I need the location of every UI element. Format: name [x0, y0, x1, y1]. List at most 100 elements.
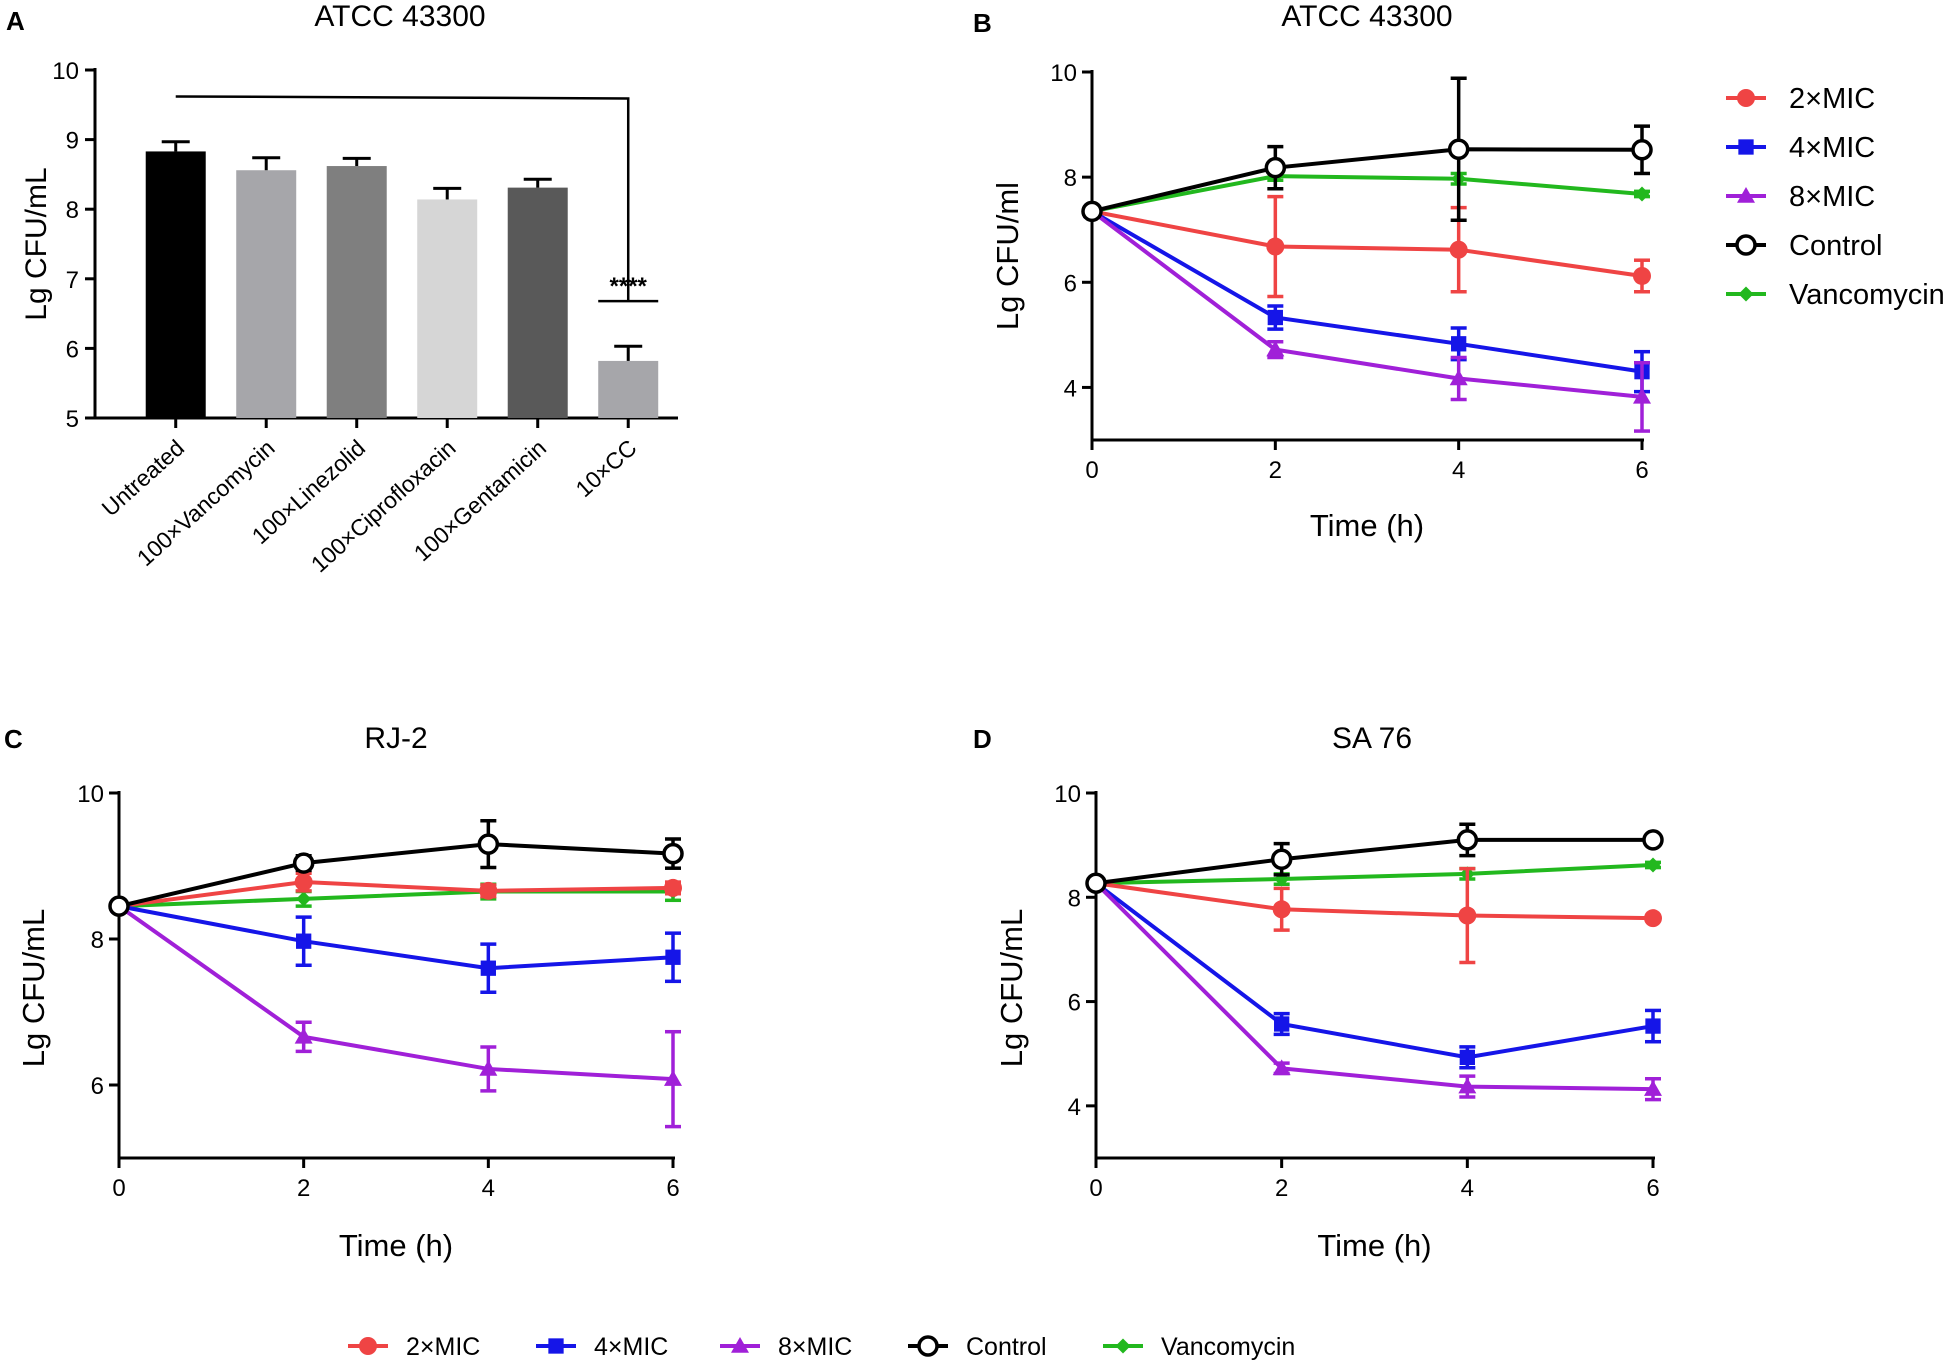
data-point — [1458, 906, 1477, 925]
data-point — [1458, 1077, 1477, 1094]
data-point — [1456, 829, 1479, 851]
y-tick-label: 9 — [66, 128, 79, 155]
legend-label: Control — [966, 1333, 1047, 1361]
data-point — [1447, 138, 1470, 161]
legend-marker — [917, 1335, 939, 1357]
data-point — [664, 1070, 682, 1086]
x-tick-label: 0 — [112, 1175, 125, 1202]
y-tick-label: 6 — [1068, 990, 1081, 1017]
x-tick-label: 10×CC — [570, 434, 641, 502]
chart-title: ATCC 43300 — [1281, 0, 1452, 33]
legend-marker — [1738, 286, 1754, 302]
y-tick-label: 6 — [66, 336, 79, 363]
panel-d: SA 76 Lg CFU/mL Time (h) 4 6 8 10 0 2 4 6 — [994, 722, 1664, 1263]
x-tick-label: 2 — [1275, 1175, 1288, 1202]
data-point — [662, 842, 684, 865]
x-tick-label: 4 — [1452, 457, 1465, 484]
data-point — [1272, 1059, 1291, 1076]
series-line — [118, 889, 673, 909]
legend-label: 8×MIC — [778, 1333, 852, 1361]
series-8xmic — [1087, 874, 1662, 1102]
data-point — [1270, 848, 1293, 870]
panel-b: ATCC 43300 Lg CFU/ml Time (h) 4 6 8 10 0 2 4 6 — [990, 0, 1653, 543]
data-point — [108, 895, 130, 917]
data-point — [1642, 829, 1664, 851]
legend-marker — [548, 1338, 564, 1354]
y-tick-label: 4 — [1064, 375, 1077, 402]
legend-bottom: 2×MIC 4×MIC 8×MIC Control Vancomycin — [348, 1333, 1295, 1361]
series-2xmic — [1087, 866, 1662, 965]
y-tick-label: 10 — [77, 781, 104, 808]
series-control — [108, 818, 684, 917]
data-point — [296, 933, 312, 949]
data-point — [1266, 237, 1285, 256]
data-point — [1645, 857, 1661, 873]
y-tick-label: 8 — [1068, 885, 1081, 912]
y-axis-label: Lg CFU/mL — [16, 909, 51, 1067]
legend-marker — [731, 1337, 749, 1353]
significance-bracket — [175, 95, 630, 302]
legend-marker — [1115, 1338, 1131, 1354]
legend-label: Vancomycin — [1161, 1333, 1295, 1361]
data-point — [477, 833, 500, 855]
legend-marker — [1737, 89, 1755, 107]
series-line — [1094, 881, 1654, 1092]
x-axis-label: Time (h) — [1317, 1228, 1431, 1263]
data-point — [292, 852, 315, 874]
series-line — [1091, 147, 1643, 214]
x-tick-label: 4 — [482, 1175, 495, 1202]
legend-marker — [1738, 139, 1754, 155]
data-point — [294, 873, 313, 892]
legend-right: 2×MIC 4×MIC 8×MIC Control Vancomycin — [1726, 83, 1945, 311]
panel-label-c: C — [4, 724, 23, 754]
data-point — [479, 1059, 498, 1076]
data-point — [1459, 1049, 1475, 1066]
y-tick-label: 6 — [1064, 270, 1077, 297]
series-line — [1090, 209, 1643, 374]
bar — [417, 199, 478, 418]
data-point — [1272, 900, 1291, 919]
series-line — [1091, 209, 1643, 278]
legend-label: 2×MIC — [1789, 83, 1875, 115]
series-control — [1085, 822, 1664, 894]
data-point — [296, 891, 312, 907]
legend-label: Vancomycin — [1789, 279, 1945, 311]
data-point — [1085, 872, 1107, 894]
y-tick-label: 10 — [52, 58, 79, 85]
data-point — [1264, 156, 1287, 179]
series-4xmic — [1088, 875, 1661, 1070]
y-tick-label: 10 — [1050, 60, 1077, 87]
series-2xmic — [1083, 194, 1651, 299]
data-point — [1633, 387, 1651, 404]
x-tick-label: 2 — [297, 1175, 310, 1202]
data-point — [664, 878, 682, 897]
data-point — [1266, 340, 1285, 357]
chart-title: ATCC 43300 — [314, 0, 485, 33]
significance-stars: **** — [610, 273, 648, 300]
y-tick-label: 8 — [1064, 165, 1077, 192]
series-line — [1095, 881, 1654, 921]
data-point — [294, 1027, 313, 1044]
data-point — [1449, 369, 1468, 386]
y-tick-label: 5 — [66, 406, 79, 433]
legend-marker — [359, 1337, 377, 1355]
x-tick-label: 0 — [1089, 1175, 1102, 1202]
x-tick-label: Untreated — [97, 434, 189, 521]
data-point — [1267, 309, 1283, 326]
data-point — [1274, 1016, 1290, 1032]
series-line — [1095, 862, 1654, 886]
data-point — [1644, 909, 1662, 928]
data-point — [1081, 200, 1103, 223]
data-point — [1633, 266, 1651, 285]
data-point — [480, 960, 496, 976]
x-tick-label: 6 — [666, 1175, 679, 1202]
series-line — [1095, 837, 1653, 886]
y-tick-label: 7 — [66, 267, 79, 294]
legend-marker — [1737, 187, 1755, 203]
x-tick-label: 2 — [1269, 457, 1282, 484]
y-axis-label: Lg CFU/ml — [990, 182, 1025, 330]
bar — [236, 170, 297, 418]
series-control — [1081, 76, 1653, 223]
legend-label: 4×MIC — [1789, 132, 1875, 164]
